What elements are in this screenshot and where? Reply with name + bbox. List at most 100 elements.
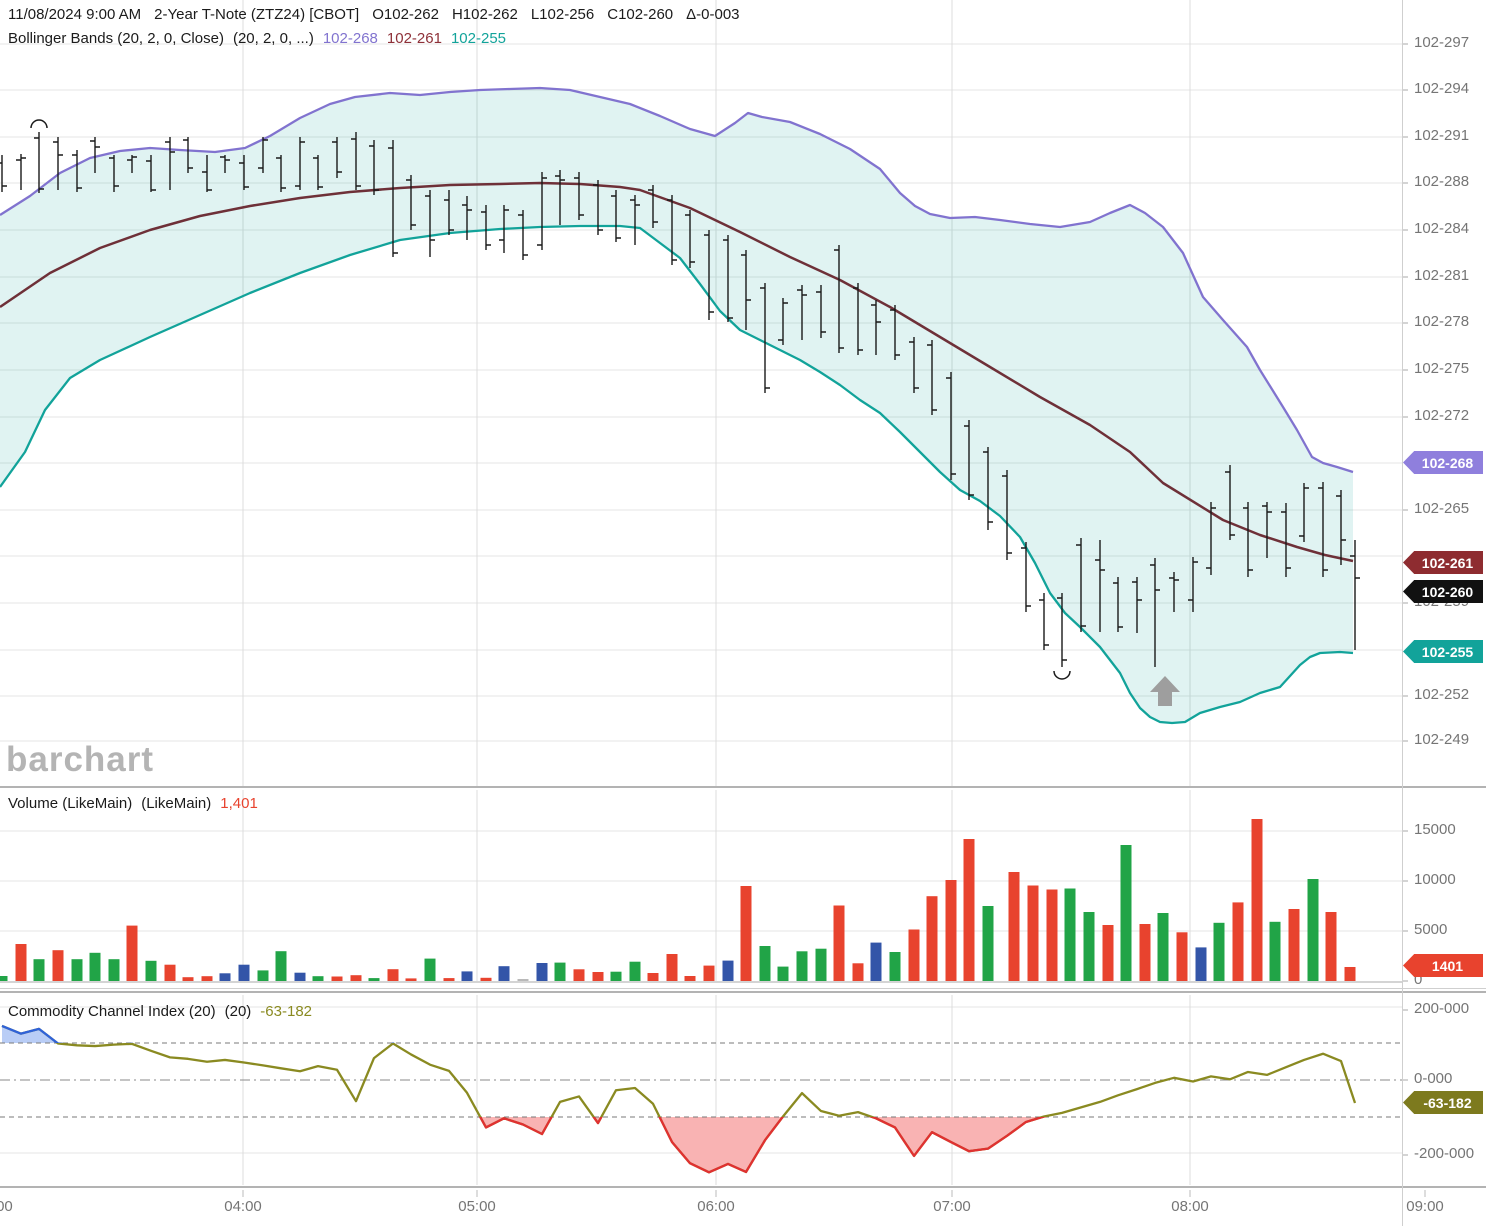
price-axis-tick-label: 102-291 [1414,127,1470,144]
time-axis-label: 06:00 [697,1198,735,1215]
time-axis-label: 07:00 [933,1198,971,1215]
volume-bar [1344,966,1356,981]
volume-bar [312,976,324,981]
price-axis-tick-label: 102-284 [1414,220,1470,237]
volume-header: Volume (LikeMain) (LikeMain) 1,401 [8,795,258,812]
volume-axis-tick-label: 5000 [1414,921,1448,938]
time-axis-label: 08:00 [1171,1198,1209,1215]
price-axis-tick-label: 102-294 [1414,80,1470,97]
bb-lower-value: 102-255 [450,30,507,47]
volume-bar [145,960,157,981]
volume-bar [424,958,436,981]
volume-bar [592,972,604,981]
volume-badge: 1401 [1403,954,1483,977]
volume-bar [1008,872,1020,981]
cci-panel[interactable] [0,1024,1402,1174]
time-axis-label: 03:00 [0,1198,13,1215]
volume-bar [684,976,696,981]
indicator-params: (20, 2, 0, ...) [232,30,314,47]
volume-bar [350,975,362,981]
volume-bar [833,905,845,981]
volume-bar [275,951,287,981]
volume-bar [1027,885,1039,981]
volume-panel[interactable] [0,819,1402,983]
volume-label[interactable]: Volume (LikeMain) [8,795,133,812]
cci-label[interactable]: Commodity Channel Index (20) [8,1003,216,1020]
volume-bar [1102,925,1114,981]
cci-value: -63-182 [260,1003,312,1020]
cci-header: Commodity Channel Index (20) (20) -63-18… [8,1003,312,1020]
volume-bar [554,962,566,981]
volume-bar [796,951,808,981]
volume-bar [294,972,306,981]
price-axis-tick-label: 102-288 [1414,173,1470,190]
cci-oversold-fill [2,1117,1355,1173]
volume-bar [1120,845,1132,981]
volume-bar [15,944,27,981]
volume-bar [331,976,343,981]
panel-separator [0,1186,1486,1188]
volume-value: 1,401 [220,795,258,812]
price-axis-tick-label: 102-275 [1414,360,1470,377]
cci-badge: -63-182 [1403,1091,1483,1114]
cci-line-oversold [478,1117,1048,1174]
volume-bar [852,963,864,981]
barchart-watermark-logo: barchart [6,740,155,779]
chart-header: 11/08/2024 9:00 AM 2-Year T-Note (ZTZ24)… [8,6,740,23]
bollinger-middle-band [0,181,1354,563]
volume-bar [1288,909,1300,981]
panel-separator [0,786,1486,788]
gridlines [0,0,1426,1197]
volume-bar [1269,921,1281,981]
price-axis-tick-label: 102-265 [1414,500,1470,517]
cci-axis-tick-label: -200-000 [1414,1145,1475,1162]
volume-bar [1232,902,1244,981]
volume-bar [1213,922,1225,981]
header-close: C102-260 [607,6,674,23]
volume-bar [573,969,585,981]
ohlc-price-bars [0,132,1360,667]
volume-bar [71,959,83,981]
volume-bar [219,973,231,981]
volume-bar [610,971,622,981]
volume-bar [722,960,734,981]
indicator-label[interactable]: Bollinger Bands (20, 2, 0, Close) [8,30,224,47]
volume-axis-tick-label: 10000 [1414,871,1456,888]
cci-axis-tick-label: 0-000 [1414,1070,1453,1087]
volume-bar [480,977,492,981]
volume-bar [889,952,901,981]
volume-bar [908,929,920,981]
volume-bar [740,886,752,981]
volume-bar [759,946,771,981]
header-datetime: 11/08/2024 9:00 AM [8,6,142,23]
indicator-header: Bollinger Bands (20, 2, 0, Close) (20, 2… [8,30,506,47]
volume-bar [0,976,8,981]
volume-bar [815,948,827,981]
volume-bar [1325,912,1337,981]
price-axis-tick-label: 102-272 [1414,407,1470,424]
volume-bar [536,963,548,981]
volume-bar [182,977,194,981]
volume-bar [1307,879,1319,981]
volume-bar [1139,924,1151,981]
volume-bar [387,969,399,981]
volume-axis-tick-label: 15000 [1414,821,1456,838]
volume-bar [498,966,510,981]
volume-bar [926,896,938,981]
volume-bar [52,950,64,981]
volume-bar [126,925,138,981]
volume-bar [945,880,957,981]
volume-bar [703,965,715,981]
volume-bar [164,964,176,981]
panel-separator [0,991,1486,993]
price-axis-line [1402,0,1403,1226]
time-axis-label: 09:00 [1406,1198,1444,1215]
price-panel[interactable] [0,86,1360,725]
volume-bar [1083,912,1095,981]
pattern-arc-top-icon [30,119,48,129]
volume-bar [517,979,529,981]
volume-bar [257,970,269,981]
bb-upper-value: 102-268 [322,30,378,47]
